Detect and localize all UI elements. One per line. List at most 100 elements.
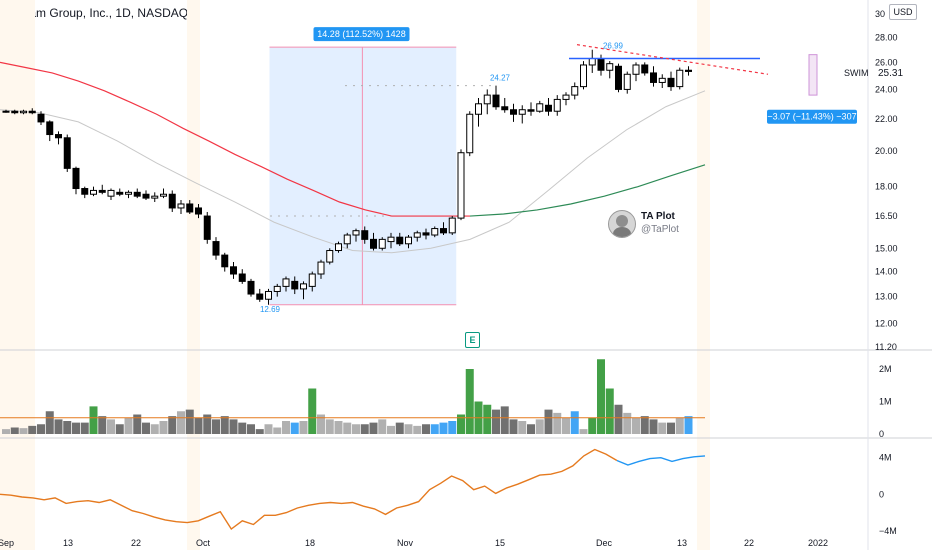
highlight-band (187, 0, 200, 550)
candle-body (378, 238, 386, 249)
candle-body (588, 57, 596, 66)
volume-bar (80, 422, 89, 434)
candle-body (658, 77, 666, 83)
sma-gray-line (0, 90, 706, 254)
candle-body (501, 106, 509, 111)
volume-bar (159, 421, 168, 434)
volume-bar (133, 414, 142, 434)
x-tick-label: Oct (196, 538, 211, 548)
volume-bar (570, 411, 579, 434)
pullback-label-bg (767, 109, 857, 124)
volume-bar (597, 359, 605, 434)
volume-bar (229, 419, 238, 434)
volume-bar (483, 404, 492, 434)
volume-bar (684, 416, 693, 434)
volume-bar (465, 369, 474, 434)
candle-body (256, 293, 264, 300)
candle-body (282, 278, 290, 287)
volume-bar (535, 419, 544, 434)
volume-bar (290, 422, 299, 434)
pullback-label: −3.07 (−11.43%) −307 (767, 112, 856, 122)
volume-bar (588, 417, 597, 434)
ema-green-line (469, 164, 706, 217)
volume-bar (308, 388, 317, 434)
oscillator-pane (0, 448, 706, 531)
volume-bar (37, 424, 45, 434)
symbol-label: SWIM (844, 68, 869, 78)
price-tick-label: 18.00 (875, 182, 898, 192)
candle-body (11, 110, 19, 114)
candle-body (405, 236, 412, 245)
candle-body (160, 193, 167, 197)
candles-layer (2, 49, 692, 305)
candle-body (641, 64, 649, 74)
volume-bar (360, 424, 369, 434)
candle-body (28, 110, 36, 114)
chart-title: Latham Group, Inc., 1D, NASDAQ (6, 6, 189, 20)
volume-tick-label: 1M (879, 397, 892, 407)
watermark-name: TA Plot (641, 211, 675, 222)
volume-bar (544, 409, 553, 434)
volume-bar (63, 421, 72, 434)
volume-bar (54, 419, 63, 434)
candle-body (343, 234, 351, 245)
measure-layer: 14.28 (112.52%) 1428 (269, 27, 495, 306)
volume-bar (203, 414, 212, 434)
volume-bar (334, 421, 343, 434)
volume-bar (142, 422, 150, 434)
candle-body (396, 236, 404, 245)
moving-averages-layer (0, 61, 706, 254)
candle-body (623, 73, 631, 90)
volume-bar (89, 406, 98, 434)
candle-body (667, 77, 675, 88)
candle-body (116, 191, 124, 195)
volume-bar (352, 424, 360, 434)
candle-body (685, 69, 692, 72)
x-tick-label: 15 (495, 538, 505, 548)
peak-label: 24.27 (490, 74, 511, 83)
candle-body (20, 110, 27, 114)
price-tick-label: 15.00 (875, 243, 898, 253)
candle-body (326, 250, 334, 263)
oscillator-line-recent (616, 455, 706, 466)
candle-body (335, 243, 342, 252)
volume-bar (194, 417, 203, 434)
candle-body (291, 280, 299, 290)
volume-bar (605, 388, 614, 434)
currency-button[interactable]: USD (889, 4, 917, 20)
volume-bar (317, 414, 325, 434)
volume-tick-label: 2M (879, 364, 892, 374)
x-tick-label: 13 (677, 538, 687, 548)
volume-bar (343, 422, 352, 434)
measure-label-bg (313, 27, 410, 42)
candle-body (466, 113, 474, 154)
candle-body (273, 285, 281, 292)
volume-bar (168, 416, 177, 434)
volume-bar (632, 417, 640, 434)
volume-tick-label: 0 (879, 429, 884, 439)
x-tick-label: 18 (305, 538, 315, 548)
x-tick-label: 13 (63, 538, 73, 548)
volume-bar (247, 424, 255, 434)
price-tick-label: 12.00 (875, 319, 898, 329)
price-tick-label: 24.00 (875, 84, 898, 94)
volume-bar (413, 425, 422, 434)
author-avatar (608, 210, 636, 238)
candle-body (676, 69, 684, 88)
candle-body (370, 238, 377, 249)
volume-bar (640, 416, 649, 434)
axis-layer: 30 28.00 26.00 24.00 22.00 20.00 18.00 16.50 15.… (0, 9, 898, 548)
candle-body (361, 230, 369, 240)
volume-bar (500, 406, 509, 434)
price-tick-label: 13.00 (875, 292, 898, 302)
volume-bar (430, 424, 439, 434)
candle-body (457, 152, 465, 219)
volume-bar (395, 422, 404, 434)
price-tick-label: 14.00 (875, 267, 898, 277)
measure-label: 14.28 (112.52%) 1428 (317, 29, 405, 39)
price-tick-label: 11.20 (875, 342, 897, 352)
candle-body (606, 63, 614, 71)
earnings-badge[interactable]: E (465, 332, 480, 348)
